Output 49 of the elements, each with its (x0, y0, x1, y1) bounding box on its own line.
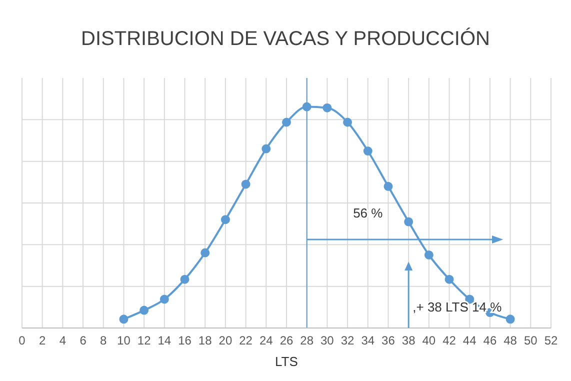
x-tick-label: 6 (80, 334, 87, 348)
x-tick-label: 16 (178, 334, 192, 348)
point (343, 118, 352, 127)
x-tick-label: 34 (361, 334, 375, 348)
point (200, 248, 210, 258)
x-tick-label: 8 (100, 334, 108, 348)
point (465, 294, 474, 304)
point (424, 250, 434, 260)
x-tick-label: 36 (382, 334, 396, 348)
point (404, 217, 414, 226)
point (241, 180, 250, 189)
chart-title: DISTRIBUCION DE VACAS Y PRODUCCIÓN (80, 28, 491, 51)
point (160, 294, 169, 304)
x-tick-label: 46 (483, 334, 497, 348)
point (363, 146, 372, 156)
point (302, 102, 312, 112)
x-tick-label: 18 (198, 334, 212, 348)
x-tick-label: 48 (504, 334, 518, 348)
point (384, 182, 393, 191)
point (220, 215, 230, 224)
x-tick-label: 22 (239, 334, 253, 348)
point (444, 274, 454, 284)
point (506, 314, 515, 324)
x-tick-label: 10 (117, 334, 131, 348)
point (322, 103, 332, 112)
point (180, 274, 190, 284)
x-tick-label: 50 (524, 334, 538, 348)
x-tick-label: 38 (402, 334, 416, 348)
x-tick-label: 24 (259, 334, 274, 348)
x-tick-label: 28 (300, 334, 314, 348)
x-tick-label: 32 (340, 334, 355, 348)
x-tick-label: 0 (18, 334, 26, 348)
x-tick-label: 12 (137, 334, 152, 348)
x-tick-label: 20 (218, 334, 232, 348)
x-tick-label: 52 (544, 334, 558, 348)
x-tick-label: 44 (462, 334, 477, 348)
x-tick-label: 26 (280, 334, 294, 348)
point (119, 314, 128, 324)
point (140, 306, 149, 315)
x-tick-label: 4 (59, 334, 66, 348)
point (282, 118, 291, 127)
annotation: 56 % (353, 205, 384, 220)
x-tick-label: 14 (158, 334, 172, 348)
point (262, 144, 271, 154)
x-tick-label: 2 (39, 334, 46, 348)
x-axis-title: LTS (275, 354, 298, 369)
x-tick-label: 40 (422, 334, 436, 348)
x-tick-label: 30 (320, 334, 334, 348)
x-tick-label: 42 (442, 334, 456, 348)
